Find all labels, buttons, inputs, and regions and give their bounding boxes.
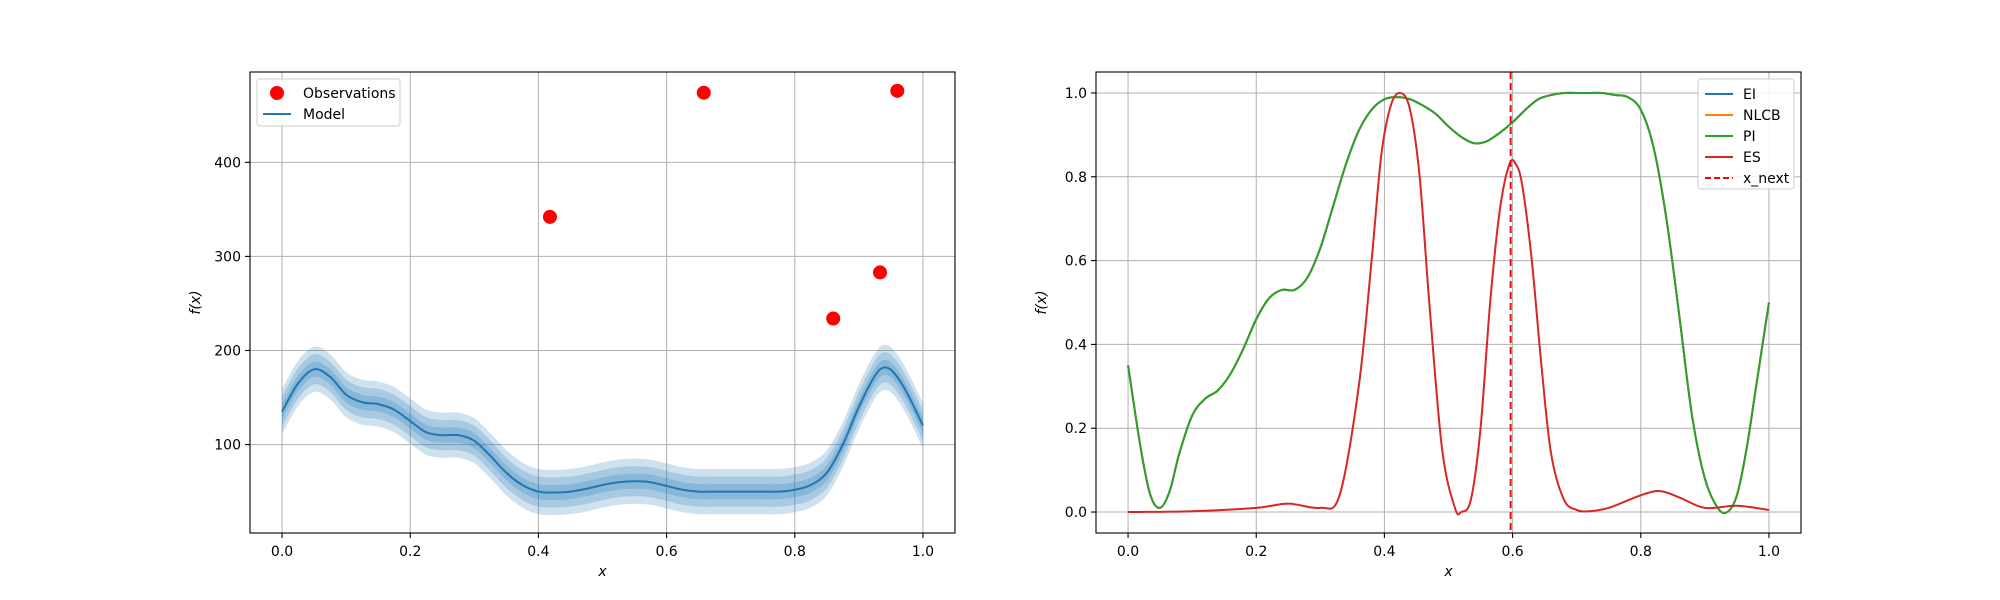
model-confidence-band bbox=[282, 359, 923, 501]
y-tick-label: 0.2 bbox=[1065, 421, 1087, 437]
x-tick-label: 0.0 bbox=[1117, 544, 1139, 560]
model-confidence-band bbox=[282, 352, 923, 508]
legend-label: NLCB bbox=[1743, 108, 1781, 124]
legend-label: Observations bbox=[303, 86, 396, 102]
y-tick-label: 0.4 bbox=[1065, 337, 1087, 353]
x-tick-label: 0.8 bbox=[784, 544, 806, 560]
x-tick-label: 0.4 bbox=[1373, 544, 1395, 560]
model-confidence-band bbox=[282, 344, 923, 516]
y-axis-label: f(x) bbox=[1034, 290, 1050, 314]
x-axis-label: x bbox=[597, 564, 607, 580]
legend-label: Model bbox=[303, 107, 345, 123]
observation-point bbox=[696, 85, 711, 100]
plot-frame bbox=[249, 71, 956, 534]
grid-lines bbox=[1096, 72, 1801, 533]
y-axis-label: f(x) bbox=[188, 290, 204, 314]
y-tick-label: 200 bbox=[214, 343, 241, 359]
legend-box bbox=[1697, 78, 1795, 190]
y-tick-label: 1.0 bbox=[1065, 86, 1087, 102]
y-tick-label: 0.8 bbox=[1065, 170, 1087, 186]
y-tick-label: 0.0 bbox=[1065, 505, 1087, 521]
legend-label: PI bbox=[1743, 129, 1756, 145]
legend-label: EI bbox=[1743, 87, 1756, 103]
x-tick-label: 0.0 bbox=[271, 544, 293, 560]
right-chart-panel: 0.0 0.2 0.4 0.6 0.8 1.0 0.0 0.2 0.4 0.6 0.8 1.0 x f(x… bbox=[1034, 71, 1802, 580]
legend-label: x_next bbox=[1743, 171, 1790, 187]
y-tick-label: 300 bbox=[214, 249, 241, 265]
plot-area bbox=[281, 344, 924, 516]
x-tick-label: 0.2 bbox=[1245, 544, 1267, 560]
x-tick-label: 0.6 bbox=[655, 544, 677, 560]
model-mean-line bbox=[281, 366, 924, 494]
series-line-nlcb bbox=[1127, 91, 1770, 515]
x-tick-label: 0.8 bbox=[1630, 544, 1652, 560]
legend-label: ES bbox=[1743, 150, 1761, 166]
legend: Observations Model bbox=[256, 78, 401, 127]
legend-box bbox=[256, 78, 401, 127]
y-tick-label: 0.6 bbox=[1065, 254, 1087, 270]
x-axis-label: x bbox=[1443, 564, 1453, 580]
observation-point bbox=[873, 265, 888, 280]
observation-point bbox=[542, 209, 557, 224]
legend-observations-marker bbox=[270, 86, 284, 100]
plot-area bbox=[1127, 72, 1770, 533]
left-chart-panel: 0.0 0.2 0.4 0.6 0.8 1.0 100 200 300 400 x f(x) Obser… bbox=[188, 71, 956, 580]
x-tick-label: 0.4 bbox=[527, 544, 549, 560]
series-line-pi bbox=[1127, 91, 1770, 515]
grid-lines bbox=[250, 72, 955, 533]
observation-point bbox=[826, 311, 841, 326]
plot-frame bbox=[1095, 71, 1802, 534]
y-tick-label: 400 bbox=[214, 155, 241, 171]
y-tick-label: 100 bbox=[214, 438, 241, 454]
series-line-es bbox=[1128, 91, 1770, 516]
observation-point bbox=[890, 83, 905, 98]
x-tick-label: 0.2 bbox=[399, 544, 421, 560]
x-tick-label: 0.6 bbox=[1501, 544, 1523, 560]
x-tick-label: 1.0 bbox=[1758, 544, 1780, 560]
x-tick-label: 1.0 bbox=[912, 544, 934, 560]
series-line-ei bbox=[1127, 91, 1770, 515]
legend: EI NLCB PI ES x_next bbox=[1697, 78, 1795, 190]
